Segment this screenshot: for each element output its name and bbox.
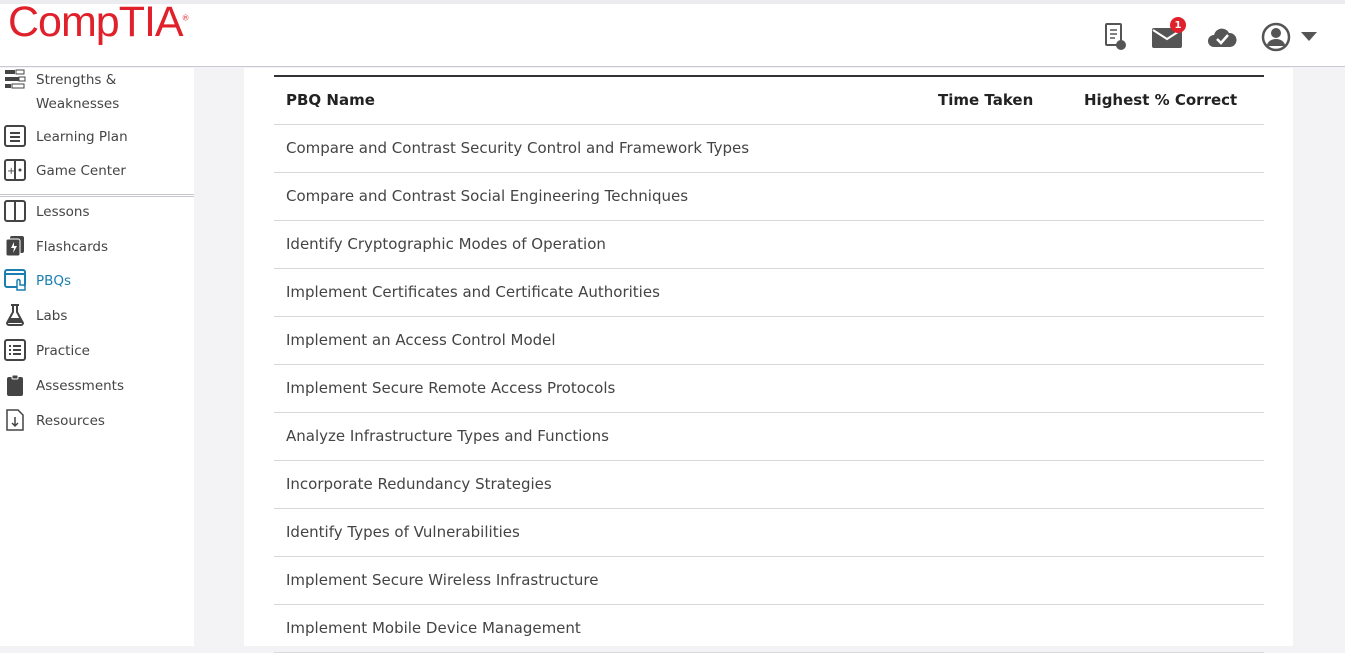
sidebar: Strengths & Weaknesses Learning Plan + Ga… — [0, 68, 194, 646]
pbq-name-cell[interactable]: Implement Secure Remote Access Protocols — [274, 364, 926, 413]
time-taken-cell — [926, 412, 1072, 461]
flask-icon — [0, 304, 36, 326]
time-taken-cell — [926, 220, 1072, 269]
comptia-logo[interactable]: CompTIA® — [8, 0, 188, 46]
header: CompTIA® 1 — [0, 0, 1345, 67]
time-taken-cell — [926, 268, 1072, 317]
logo-text: CompTIA — [8, 0, 184, 46]
highest-correct-cell — [1072, 604, 1264, 653]
column-header-time-taken[interactable]: Time Taken — [926, 76, 1072, 125]
sidebar-item-label: PBQs — [36, 273, 72, 289]
highest-correct-cell — [1072, 124, 1264, 173]
time-taken-cell — [926, 124, 1072, 173]
time-taken-cell — [926, 556, 1072, 605]
pbq-name-cell[interactable]: Analyze Infrastructure Types and Functio… — [274, 412, 926, 461]
pbq-name-cell[interactable]: Implement Certificates and Certificate A… — [274, 268, 926, 317]
sidebar-item-label: Learning Plan — [36, 129, 128, 145]
time-taken-cell — [926, 364, 1072, 413]
pbq-name-cell[interactable]: Implement Secure Wireless Infrastructure — [274, 556, 926, 605]
table-row[interactable]: Incorporate Redundancy Strategies — [274, 460, 1264, 509]
sidebar-item-flashcards[interactable]: Flashcards — [0, 235, 194, 259]
time-taken-cell — [926, 508, 1072, 557]
cloud-check-icon[interactable] — [1207, 22, 1237, 52]
certificate-icon[interactable] — [1100, 22, 1130, 52]
sidebar-item-assessments[interactable]: Assessments — [0, 374, 194, 398]
sidebar-item-label: Weaknesses — [36, 96, 120, 112]
sidebar-item-label: Strengths & — [36, 72, 117, 88]
table-row[interactable]: Compare and Contrast Security Control an… — [274, 124, 1264, 173]
pbq-name-cell[interactable]: Identify Cryptographic Modes of Operatio… — [274, 220, 926, 269]
sidebar-item-learning-plan[interactable]: Learning Plan — [0, 125, 194, 149]
highest-correct-cell — [1072, 220, 1264, 269]
flashcard-icon — [0, 235, 36, 257]
highest-correct-cell — [1072, 460, 1264, 509]
sidebar-item-strengths-weaknesses[interactable]: Strengths & Weaknesses — [0, 68, 194, 116]
table-header-row: PBQ Name Time Taken Highest % Correct — [274, 76, 1264, 125]
game-icon: + — [0, 159, 36, 181]
plan-icon — [0, 125, 36, 147]
mail-icon[interactable]: 1 — [1152, 17, 1186, 52]
sidebar-item-label: Practice — [36, 343, 90, 359]
mail-badge: 1 — [1170, 17, 1186, 33]
sidebar-item-label: Lessons — [36, 204, 90, 220]
highest-correct-cell — [1072, 172, 1264, 221]
svg-text:+: + — [7, 166, 15, 177]
highest-correct-cell — [1072, 556, 1264, 605]
pbq-name-cell[interactable]: Incorporate Redundancy Strategies — [274, 460, 926, 509]
sidebar-item-practice[interactable]: Practice — [0, 339, 194, 363]
table-row[interactable]: Analyze Infrastructure Types and Functio… — [274, 412, 1264, 461]
download-doc-icon — [0, 409, 36, 431]
pbq-name-cell[interactable]: Compare and Contrast Social Engineering … — [274, 172, 926, 221]
table-row[interactable]: Compare and Contrast Social Engineering … — [274, 172, 1264, 221]
pbq-name-cell[interactable]: Identify Types of Vulnerabilities — [274, 508, 926, 557]
time-taken-cell — [926, 316, 1072, 365]
pbq-table: PBQ Name Time Taken Highest % Correct Co… — [274, 75, 1264, 653]
time-taken-cell — [926, 604, 1072, 653]
book-icon — [0, 200, 36, 222]
highest-correct-cell — [1072, 364, 1264, 413]
sidebar-item-label: Game Center — [36, 163, 126, 179]
sidebar-item-label: Assessments — [36, 378, 125, 394]
sidebar-divider — [0, 194, 194, 197]
sidebar-item-resources[interactable]: Resources — [0, 409, 194, 433]
table-row[interactable]: Implement Mobile Device Management — [274, 604, 1264, 653]
table-row[interactable]: Implement an Access Control Model — [274, 316, 1264, 365]
table-row[interactable]: Identify Types of Vulnerabilities — [274, 508, 1264, 557]
time-taken-cell — [926, 172, 1072, 221]
time-taken-cell — [926, 460, 1072, 509]
user-menu[interactable] — [1261, 22, 1321, 52]
highest-correct-cell — [1072, 412, 1264, 461]
caret-down-icon — [1301, 32, 1317, 41]
table-row[interactable]: Implement Secure Wireless Infrastructure — [274, 556, 1264, 605]
clipboard-icon — [0, 374, 36, 396]
pbq-name-cell[interactable]: Implement Mobile Device Management — [274, 604, 926, 653]
highest-correct-cell — [1072, 508, 1264, 557]
pbq-icon — [0, 269, 36, 291]
top-strip — [0, 0, 1345, 4]
user-avatar-icon — [1261, 22, 1291, 52]
highest-correct-cell — [1072, 316, 1264, 365]
sidebar-item-pbqs[interactable]: PBQs — [0, 269, 194, 293]
table-row[interactable]: Implement Secure Remote Access Protocols — [274, 364, 1264, 413]
sidebar-item-label: Labs — [36, 308, 68, 324]
table-row[interactable]: Identify Cryptographic Modes of Operatio… — [274, 220, 1264, 269]
sidebar-item-lessons[interactable]: Lessons — [0, 200, 194, 224]
bars-icon — [0, 68, 36, 90]
main-panel: PBQ Name Time Taken Highest % Correct Co… — [244, 68, 1293, 653]
sidebar-item-labs[interactable]: Labs — [0, 304, 194, 328]
highest-correct-cell — [1072, 268, 1264, 317]
pbq-name-cell[interactable]: Implement an Access Control Model — [274, 316, 926, 365]
pbq-name-cell[interactable]: Compare and Contrast Security Control an… — [274, 124, 926, 173]
sidebar-item-label: Resources — [36, 413, 105, 429]
column-header-highest-correct[interactable]: Highest % Correct — [1072, 76, 1264, 125]
list-icon — [0, 339, 36, 361]
column-header-pbq-name[interactable]: PBQ Name — [274, 76, 926, 125]
sidebar-item-label: Flashcards — [36, 239, 108, 255]
sidebar-item-game-center[interactable]: + Game Center — [0, 159, 194, 183]
table-row[interactable]: Implement Certificates and Certificate A… — [274, 268, 1264, 317]
